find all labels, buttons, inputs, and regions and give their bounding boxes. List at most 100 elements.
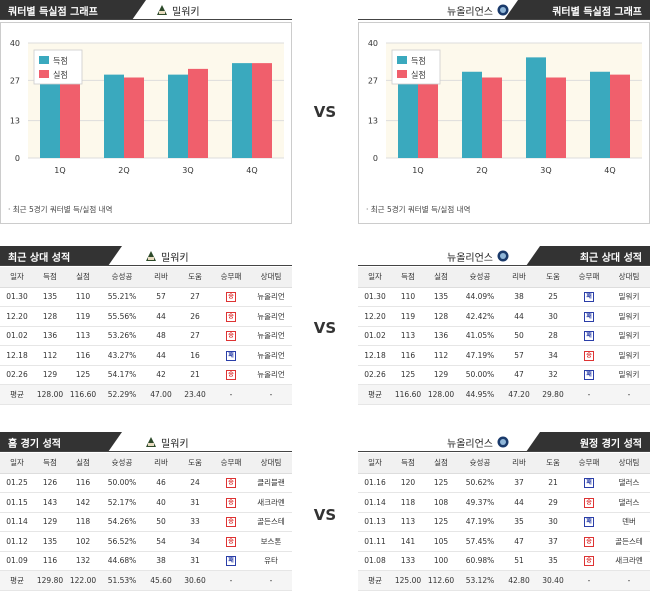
score-bar (40, 68, 60, 158)
table-cell: 댈러스 (608, 473, 650, 493)
table-cell: 29 (536, 492, 570, 513)
table-row: 02.26 125 129 50.00% 47 32 패 밀워키 (358, 365, 650, 385)
column-header: 득점 (392, 453, 424, 474)
allowed-bar (124, 77, 144, 158)
table-cell: 42 (144, 365, 178, 385)
average-cell: 30.40 (536, 570, 570, 591)
table-row: 01.11 141 105 57.45% 47 37 승 골든스테 (358, 531, 650, 552)
table-row: 01.08 133 100 60.98% 51 35 승 새크라멘 (358, 551, 650, 571)
table-cell: 37 (502, 473, 536, 493)
table-cell: 102 (66, 531, 100, 552)
table-cell: 골든스테 (250, 512, 292, 532)
table-cell: 밀워키 (608, 345, 650, 366)
table-row: 01.13 113 125 47.19% 35 30 패 덴버 (358, 512, 650, 532)
table-cell: 27 (178, 287, 212, 307)
table-cell: 유타 (250, 551, 292, 571)
table-cell: 47 (502, 531, 536, 552)
table-cell: 132 (66, 551, 100, 571)
y-tick-label: 13 (368, 117, 378, 126)
average-cell: 47.00 (144, 384, 178, 405)
result-cell: 승 (212, 306, 250, 327)
average-cell: - (570, 570, 608, 591)
win-badge-icon: 승 (226, 370, 236, 381)
table-row: 01.16 120 125 50.62% 37 21 패 댈러스 (358, 473, 650, 493)
table-cell: 42.42% (458, 306, 502, 327)
average-cell: 53.12% (458, 570, 502, 591)
win-badge-icon: 승 (584, 536, 594, 547)
column-header: 상대팀 (608, 453, 650, 474)
column-header: 실점 (66, 267, 100, 288)
y-tick-label: 40 (368, 39, 378, 48)
table-cell: 125 (392, 365, 424, 385)
average-cell: 23.40 (178, 384, 212, 405)
score-bar (104, 74, 124, 158)
table-row: 01.15 143 142 52.17% 40 31 승 새크라멘 (0, 492, 292, 513)
legend-label: 실점 (53, 70, 68, 80)
table-cell: 01.12 (0, 531, 34, 552)
average-cell: 45.60 (144, 570, 178, 591)
table-cell: 119 (392, 306, 424, 327)
column-header: 슛성공 (458, 453, 502, 474)
table-cell: 136 (424, 326, 458, 346)
team-label-right: 뉴올리언스 (447, 432, 509, 452)
table-cell: 50 (144, 512, 178, 532)
score-bar (232, 63, 252, 158)
table-cell: 57 (144, 287, 178, 307)
table-cell: 01.16 (358, 473, 392, 493)
table-cell: 46 (144, 473, 178, 493)
x-tick-label: 1Q (54, 166, 65, 175)
win-badge-icon: 승 (226, 497, 236, 508)
table-cell: 35 (536, 551, 570, 571)
table-header-row: 일자 득점 실점 승성공 리바 도움 승무패 상대팀 (0, 267, 292, 288)
win-badge-icon: 승 (584, 350, 594, 361)
divider (0, 451, 292, 452)
table-cell: 100 (424, 551, 458, 571)
legend-box (391, 49, 441, 85)
result-cell: 승 (570, 492, 608, 513)
table-cell: 01.14 (0, 512, 34, 532)
column-header: 승무패 (570, 267, 608, 288)
table-cell: 129 (424, 365, 458, 385)
table-cell: 01.02 (0, 326, 34, 346)
table-cell: 43.27% (100, 345, 144, 366)
table-cell: 뉴올리언 (250, 306, 292, 327)
score-bar (526, 57, 546, 158)
average-cell: 51.53% (100, 570, 144, 591)
table-cell: 12.20 (358, 306, 392, 327)
away-table: 일자 득점 실점 슛성공 리바 도움 승무패 상대팀 01.16 120 125 50.62% 37 21… (358, 453, 650, 591)
loss-badge-icon: 패 (226, 350, 236, 361)
win-badge-icon: 승 (584, 556, 594, 567)
column-header: 리바 (144, 267, 178, 288)
loss-badge-icon: 패 (584, 311, 594, 322)
table-cell: 뉴올리언 (250, 365, 292, 385)
table-cell: 44.09% (458, 287, 502, 307)
recent-table-right: 일자 득점 실점 슛성공 리바 도움 승무패 상대팀 01.30 110 135 44.09% 38 25… (358, 267, 650, 405)
result-cell: 승 (570, 551, 608, 571)
x-tick-label: 1Q (412, 166, 423, 175)
table-row: 01.02 136 113 53.26% 48 27 승 뉴올리언 (0, 326, 292, 346)
average-row: 평균 125.00 112.60 53.12% 42.80 30.40- - (358, 570, 650, 591)
table-cell: 110 (66, 287, 100, 307)
result-cell: 패 (212, 551, 250, 571)
table-cell: 38 (144, 551, 178, 571)
table-cell: 128 (34, 306, 66, 327)
table-cell: 53.26% (100, 326, 144, 346)
divider (0, 265, 292, 266)
result-cell: 승 (212, 287, 250, 307)
average-cell: - (570, 384, 608, 405)
allowed-bar (546, 77, 566, 158)
table-cell: 50.00% (100, 473, 144, 493)
allowed-bar (610, 74, 630, 158)
table-header-row: 일자 득점 실점 슛성공 리바 도움 승무패 상대팀 (358, 453, 650, 474)
table-cell: 113 (392, 512, 424, 532)
table-cell: 142 (66, 492, 100, 513)
table-cell: 136 (34, 326, 66, 346)
table-cell: 47 (502, 365, 536, 385)
x-tick-label: 2Q (118, 166, 129, 175)
result-cell: 승 (212, 512, 250, 532)
column-header: 상대팀 (250, 267, 292, 288)
column-header: 승성공 (100, 267, 144, 288)
column-header: 상대팀 (608, 267, 650, 288)
team-label-left: 밀워키 (145, 246, 189, 266)
average-cell: - (608, 570, 650, 591)
